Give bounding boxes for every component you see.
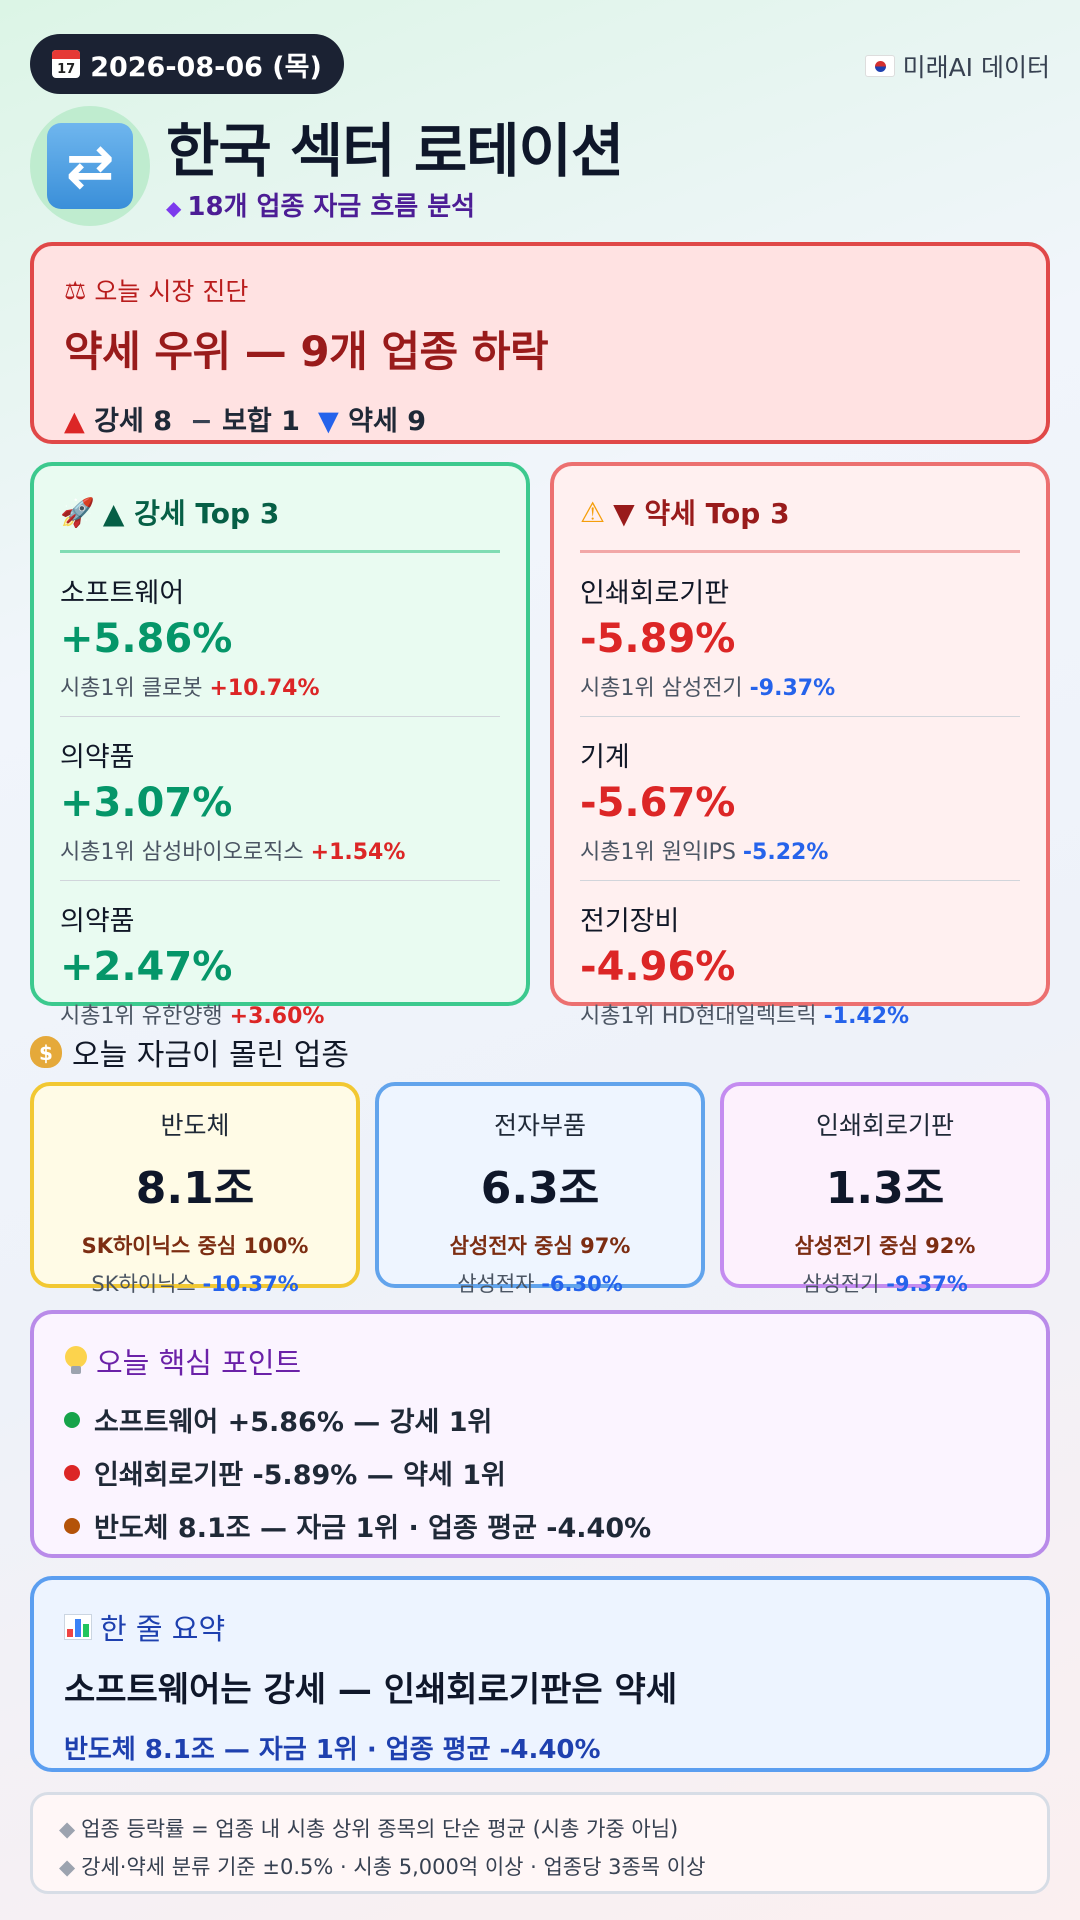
diamond-icon: ◆ <box>59 1855 76 1879</box>
up-count: ▲ 강세 8 <box>64 406 173 437</box>
summary-title: 소프트웨어는 강세 — 인쇄회로기판은 약세 <box>64 1670 678 1710</box>
money-card-semiconductor: 반도체 8.1조 SK하이닉스 중심 100% SK하이닉스 -10.37% <box>30 1082 360 1296</box>
date-badge: 17 2026-08-06 (목) <box>30 34 344 94</box>
sector-leader: 시총1위 삼성전기 -9.37% <box>580 676 836 701</box>
money-bag-icon: $ <box>30 1036 62 1068</box>
bar-chart-icon <box>64 1614 92 1640</box>
bullet-dot-icon <box>64 1517 80 1534</box>
footnote: ◆ 업종 등락률 = 업종 내 시총 상위 종목의 단순 평균 (시총 가중 아님… <box>59 1817 679 1841</box>
key-points-card: 오늘 핵심 포인트 소프트웨어 +5.86% — 강세 1위 인쇄회로기판 -5… <box>30 1310 1050 1558</box>
diagnosis-stats: ▲ 강세 8 − 보합 1 ▼ 약세 9 <box>64 399 1016 438</box>
key-points-heading: 오늘 핵심 포인트 <box>64 1340 1016 1382</box>
list-item: 소프트웨어 +5.86% 시총1위 클로봇 +10.74% <box>60 553 500 717</box>
key-points-list: 소프트웨어 +5.86% — 강세 1위 인쇄회로기판 -5.89% — 약세 … <box>64 1400 1016 1545</box>
sector-leader: 시총1위 삼성바이오로직스 +1.54% <box>60 840 406 865</box>
calendar-icon: 17 <box>52 50 81 78</box>
sector-change: -4.96% <box>580 944 736 990</box>
list-item: 의약품 +2.47% 시총1위 유한양행 +3.60% <box>60 881 500 1044</box>
scale-icon: ⚖ <box>64 275 87 305</box>
money-leader: 삼성전기 -9.37% <box>802 1272 968 1296</box>
money-card-pcb: 인쇄회로기판 1.3조 삼성전기 중심 92% 삼성전기 -9.37% <box>720 1082 1050 1296</box>
diagnosis-title: 약세 우위 — 9개 업종 하락 <box>64 327 549 376</box>
money-sector-name: 전자부품 <box>493 1111 586 1140</box>
diamond-icon: ◆ <box>166 196 182 220</box>
money-leader: SK하이닉스 -10.37% <box>91 1272 299 1296</box>
list-item: 인쇄회로기판 -5.89% 시총1위 삼성전기 -9.37% <box>580 553 1020 717</box>
money-sector-name: 반도체 <box>160 1111 230 1140</box>
sector-change: -5.67% <box>580 780 736 826</box>
money-amount: 1.3조 <box>825 1163 945 1214</box>
money-leader: 삼성전자 -6.30% <box>457 1272 623 1296</box>
bullet-dot-icon <box>64 1464 80 1481</box>
rotation-arrows-icon: ⇄ <box>47 123 133 209</box>
flat-dash-icon: − <box>190 406 213 437</box>
money-flow-heading: $ 오늘 자금이 몰린 업종 <box>30 1030 349 1074</box>
list-item: 반도체 8.1조 — 자금 1위 · 업종 평균 -4.40% <box>64 1506 1016 1545</box>
flat-count: − 보합 1 <box>190 406 300 437</box>
money-sector-name: 인쇄회로기판 <box>815 1111 954 1140</box>
money-concentration: 삼성전기 중심 92% <box>794 1234 976 1258</box>
list-item: 기계 -5.67% 시총1위 원익IPS -5.22% <box>580 717 1020 881</box>
sector-change: -5.89% <box>580 616 736 662</box>
page-subtitle: ◆ 18개 업종 자금 흐름 분석 <box>166 192 476 222</box>
up-triangle-icon: ▲ <box>64 406 85 437</box>
date-text: 2026-08-06 (목) <box>90 51 322 83</box>
korea-flag-icon <box>864 55 895 77</box>
sector-change: +5.86% <box>60 616 233 662</box>
source-text: 미래AI 데이터 <box>902 53 1050 82</box>
money-card-electronic-parts: 전자부품 6.3조 삼성전자 중심 97% 삼성전자 -6.30% <box>375 1082 705 1296</box>
lightbulb-icon <box>64 1346 88 1376</box>
sector-name: 전기장비 <box>580 906 680 937</box>
money-amount: 6.3조 <box>480 1163 600 1214</box>
page-title: 한국 섹터 로테이션 <box>166 117 624 185</box>
footnotes: ◆ 업종 등락률 = 업종 내 시총 상위 종목의 단순 평균 (시총 가중 아님… <box>30 1792 1050 1894</box>
diagnosis-label: ⚖ 오늘 시장 진단 <box>64 275 249 307</box>
rocket-icon: 🚀 <box>60 495 95 529</box>
strong-top3-card: 🚀 ▲ 강세 Top 3 소프트웨어 +5.86% 시총1위 클로봇 +10.7… <box>30 462 530 1029</box>
list-item: 의약품 +3.07% 시총1위 삼성바이오로직스 +1.54% <box>60 717 500 881</box>
down-count: ▼ 약세 9 <box>317 406 426 437</box>
sector-leader: 시총1위 원익IPS -5.22% <box>580 840 829 865</box>
weak-top3-heading: ⚠ ▼ 약세 Top 3 <box>580 492 1020 553</box>
list-item: 전기장비 -4.96% 시총1위 HD현대일렉트릭 -1.42% <box>580 881 1020 1044</box>
sector-name: 소프트웨어 <box>60 578 185 609</box>
list-item: 소프트웨어 +5.86% — 강세 1위 <box>64 1400 1016 1439</box>
money-concentration: 삼성전자 중심 97% <box>449 1234 631 1258</box>
summary-card: 한 줄 요약 소프트웨어는 강세 — 인쇄회로기판은 약세 반도체 8.1조 —… <box>30 1576 1050 1772</box>
down-triangle-icon: ▼ <box>317 406 339 437</box>
sector-name: 인쇄회로기판 <box>580 578 730 609</box>
summary-heading: 한 줄 요약 <box>64 1606 1016 1648</box>
footnote: ◆ 강세·약세 분류 기준 ±0.5% · 시총 5,000억 이상 · 업종당 … <box>59 1855 706 1879</box>
data-source: 미래AI 데이터 <box>864 48 1050 84</box>
hero-badge: ⇄ <box>30 106 150 226</box>
sector-leader: 시총1위 HD현대일렉트릭 -1.42% <box>580 1004 910 1029</box>
sector-leader: 시총1위 유한양행 +3.60% <box>60 1004 325 1029</box>
warning-icon: ⚠ <box>580 495 606 529</box>
diamond-icon: ◆ <box>59 1817 76 1841</box>
sector-name: 의약품 <box>60 742 135 773</box>
sector-leader: 시총1위 클로봇 +10.74% <box>60 676 320 701</box>
money-amount: 8.1조 <box>135 1163 255 1214</box>
strong-top3-heading: 🚀 ▲ 강세 Top 3 <box>60 492 500 553</box>
sector-name: 기계 <box>580 742 630 773</box>
market-diagnosis-card: ⚖ 오늘 시장 진단 약세 우위 — 9개 업종 하락 ▲ 강세 8 − 보합 … <box>30 242 1050 444</box>
sector-change: +2.47% <box>60 944 233 990</box>
sector-name: 의약품 <box>60 906 135 937</box>
money-concentration: SK하이닉스 중심 100% <box>81 1234 309 1258</box>
weak-top3-card: ⚠ ▼ 약세 Top 3 인쇄회로기판 -5.89% 시총1위 삼성전기 -9.… <box>550 462 1050 1029</box>
summary-subtitle: 반도체 8.1조 — 자금 1위 · 업종 평균 -4.40% <box>64 1735 601 1765</box>
bullet-dot-icon <box>64 1411 80 1428</box>
sector-change: +3.07% <box>60 780 233 826</box>
list-item: 인쇄회로기판 -5.89% — 약세 1위 <box>64 1453 1016 1492</box>
